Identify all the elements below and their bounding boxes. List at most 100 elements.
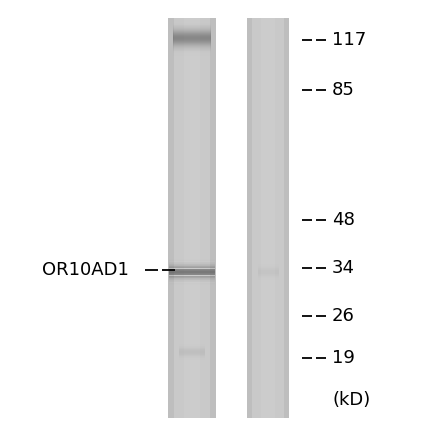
Bar [257,275,279,276]
Bar [173,31,211,32]
Bar [173,28,211,30]
Bar [169,285,215,286]
Bar [173,23,211,25]
Text: 19: 19 [332,349,355,367]
Bar [179,341,205,342]
Bar [169,263,215,264]
Bar [173,38,211,39]
Bar [257,282,279,283]
Bar [169,273,215,274]
Bar [257,265,279,266]
Bar [169,260,215,261]
Bar [179,342,205,343]
Bar [210,18,216,418]
Bar [173,27,211,28]
Bar [257,281,279,282]
Bar [179,352,205,353]
Bar [179,344,205,345]
Bar [169,279,215,280]
Bar [173,52,211,53]
Bar [169,281,215,282]
Bar [169,277,215,278]
Text: 117: 117 [332,31,366,49]
Bar [257,280,279,281]
Bar [257,276,279,277]
Bar [173,36,211,37]
Bar [173,34,211,35]
Bar [257,270,279,271]
Bar [173,30,211,31]
Bar [173,25,211,26]
Bar [179,351,205,352]
Bar [173,56,211,57]
Bar [257,264,279,265]
Bar [173,53,211,54]
Bar [169,258,215,259]
Bar [169,275,215,276]
Bar [169,272,215,273]
Bar [173,55,211,56]
Bar [173,19,211,20]
Bar [173,40,211,41]
Text: 26: 26 [332,307,355,325]
Bar [257,267,279,268]
Bar [173,51,211,52]
Bar [179,346,205,347]
Bar [173,32,211,33]
Bar [257,271,279,272]
Bar [179,354,205,355]
Bar [173,43,211,44]
Bar [247,18,252,418]
Bar [169,283,215,284]
Bar [168,18,174,418]
Bar [247,18,289,418]
Bar [173,46,211,47]
Bar [257,268,279,269]
Bar [183,18,200,418]
Bar [169,266,215,267]
Bar [257,269,279,270]
Bar [179,349,205,350]
Bar [257,272,279,273]
Bar [257,262,279,263]
Bar [179,348,205,349]
Bar [173,35,211,36]
Bar [179,355,205,356]
Bar [169,268,215,269]
Bar [169,280,215,281]
Bar [173,54,211,55]
Bar [173,37,211,38]
Bar [284,18,289,418]
Text: OR10AD1: OR10AD1 [41,261,128,279]
Bar [179,347,205,348]
Bar [169,276,215,277]
Bar [169,265,215,266]
Bar [179,361,205,362]
Bar [179,353,205,354]
Bar [169,264,215,265]
Bar [168,18,216,418]
Bar [173,26,211,27]
Bar [173,22,211,23]
Bar [173,41,211,42]
Bar [179,360,205,361]
Bar [260,18,275,418]
Bar [169,261,215,262]
Bar [257,263,279,264]
Bar [179,359,205,360]
Bar [257,273,279,274]
Bar [169,270,215,271]
Bar [169,267,215,268]
Bar [257,278,279,279]
Bar [173,44,211,45]
Bar [179,343,205,344]
Bar [257,277,279,278]
Bar [173,48,211,49]
Bar [169,274,215,275]
Bar [173,42,211,43]
Bar [173,39,211,40]
Bar [169,271,215,272]
Bar [257,266,279,267]
Bar [179,345,205,346]
Bar [173,21,211,22]
